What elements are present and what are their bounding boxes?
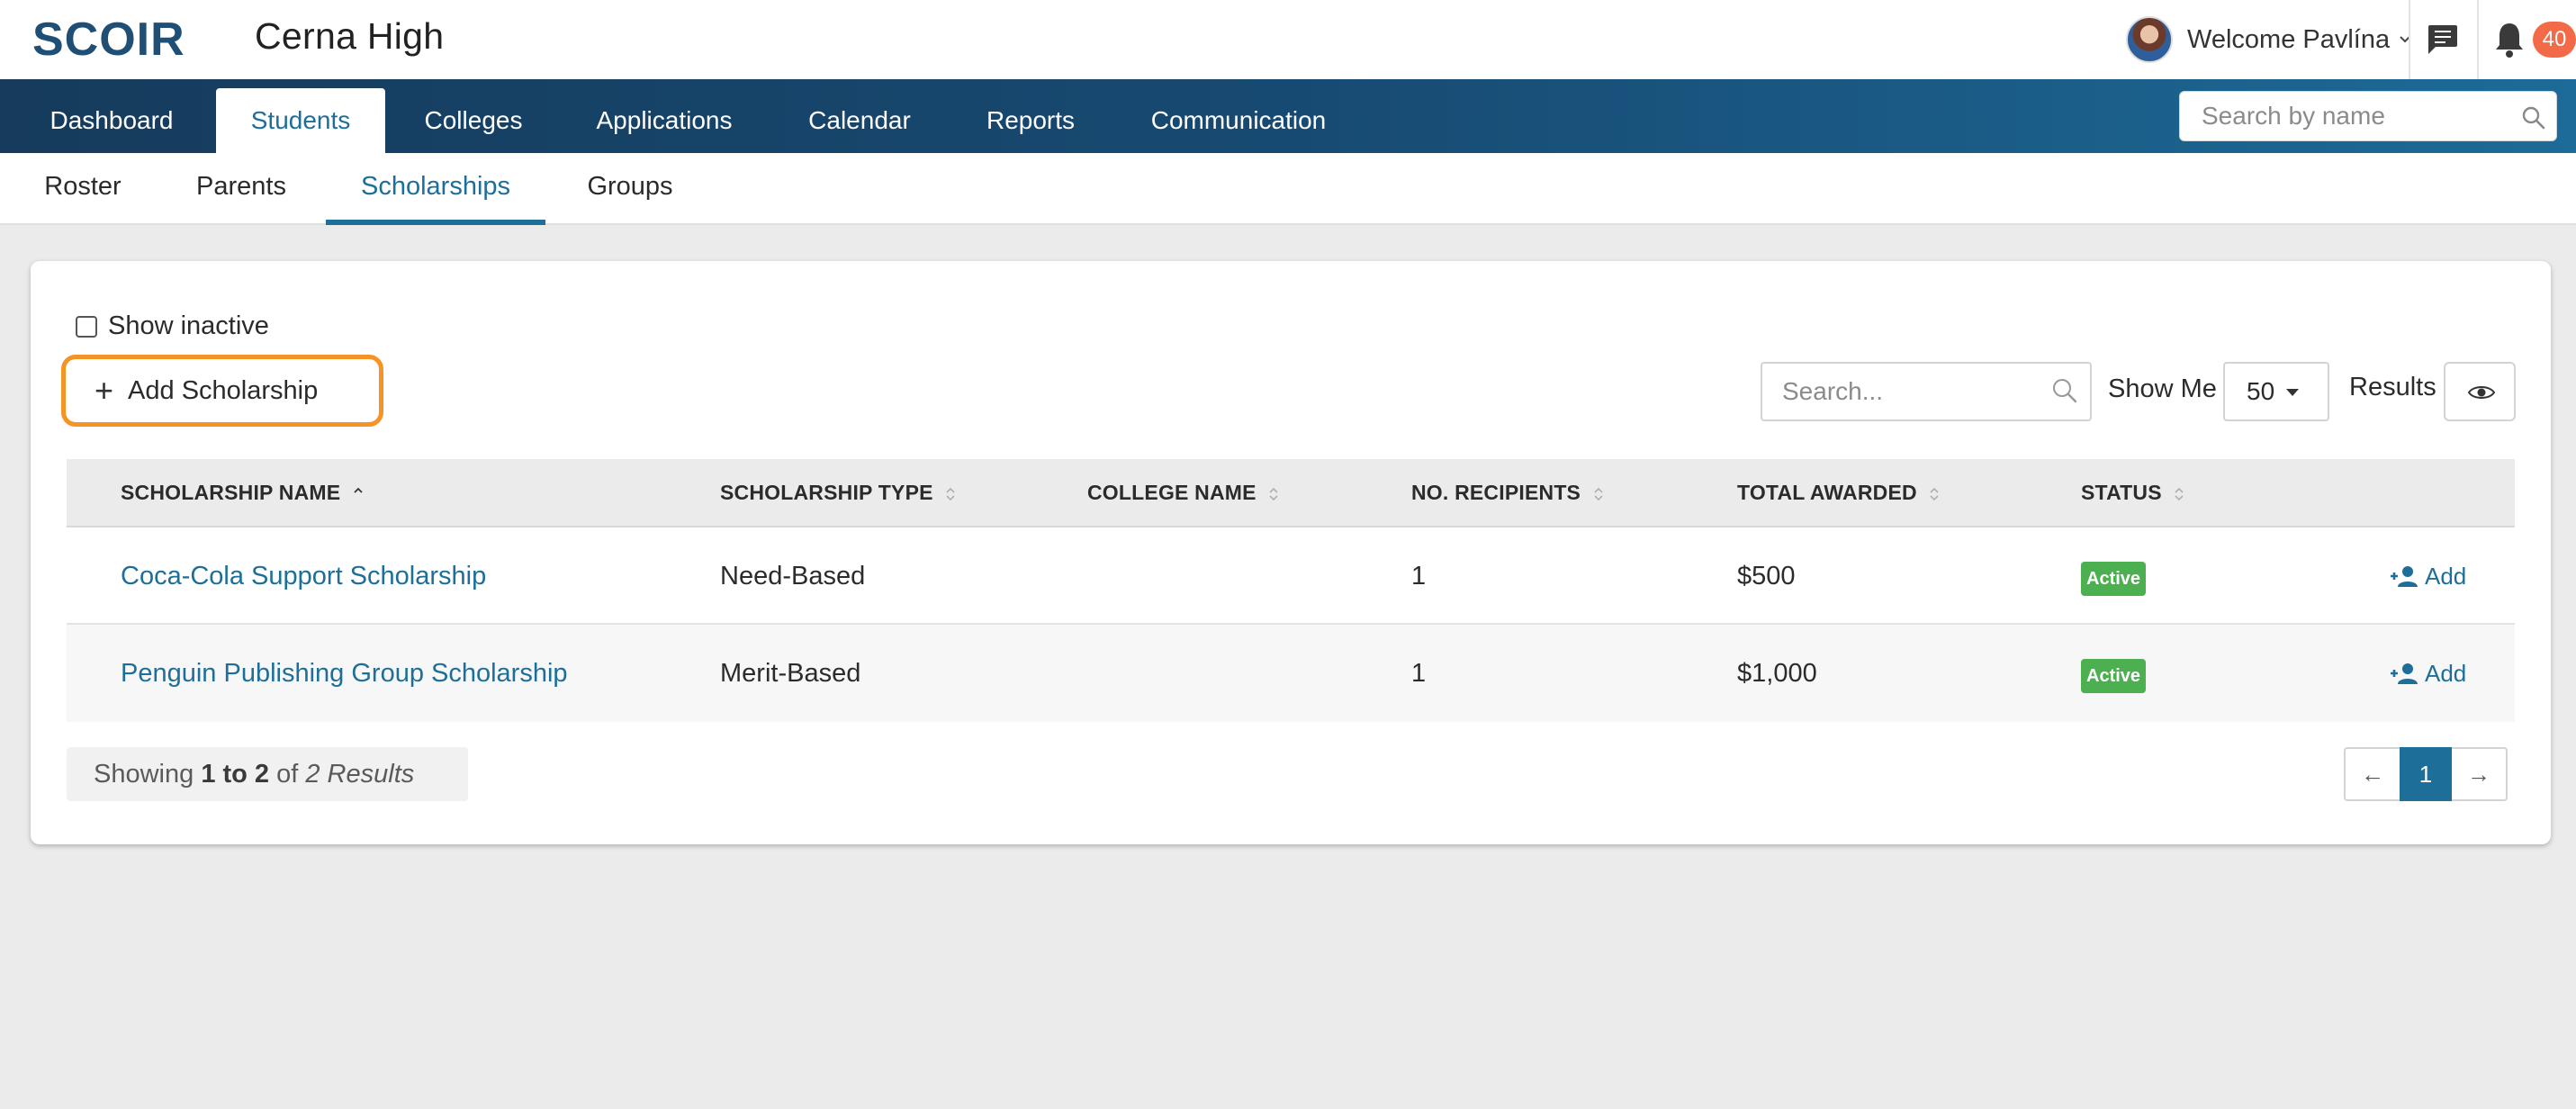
status-badge: Active xyxy=(2081,659,2147,693)
sort-icon xyxy=(1269,487,1278,501)
column-header-scholarship-name[interactable]: SCHOLARSHIP NAME xyxy=(121,459,365,526)
caret-down-icon xyxy=(2286,389,2299,396)
tab-students[interactable]: Students xyxy=(216,88,385,153)
subtab-roster[interactable]: Roster xyxy=(44,172,122,201)
next-page-button[interactable]: → xyxy=(2452,747,2508,801)
messages-button[interactable] xyxy=(2423,22,2463,58)
previous-page-button[interactable]: ← xyxy=(2344,747,2400,801)
welcome-text: Welcome Pavlína xyxy=(2187,24,2391,54)
scholarship-name-link[interactable]: Coca-Cola Support Scholarship xyxy=(121,562,487,591)
recipient-count: 1 xyxy=(1411,562,1427,591)
column-label: SCHOLARSHIP NAME xyxy=(121,481,341,504)
add-recipient-button[interactable]: Add xyxy=(2389,527,2466,625)
tab-applications[interactable]: Applications xyxy=(596,106,733,134)
total-awarded: $1,000 xyxy=(1737,659,1817,688)
subtab-groups[interactable]: Groups xyxy=(587,172,673,201)
column-label: NO. RECIPIENTS xyxy=(1411,481,1581,504)
page-size-value: 50 xyxy=(2247,377,2275,405)
tab-reports[interactable]: Reports xyxy=(986,106,1076,134)
page-button-current[interactable]: 1 xyxy=(2400,747,2452,801)
scholarships-card: Show inactive + Add Scholarship Show Me … xyxy=(31,261,2551,844)
status-badge: Active xyxy=(2081,562,2147,596)
sort-icon xyxy=(1594,487,1603,501)
table-row: Coca-Cola Support Scholarship Need-Based… xyxy=(67,527,2515,625)
subtab-scholarships[interactable]: Scholarships xyxy=(326,153,545,225)
show-inactive-label: Show inactive xyxy=(108,311,269,340)
tab-calendar[interactable]: Calendar xyxy=(808,106,911,134)
name-search-input[interactable] xyxy=(2179,91,2557,141)
column-header-scholarship-type[interactable]: SCHOLARSHIP TYPE xyxy=(720,459,957,526)
column-label: SCHOLARSHIP TYPE xyxy=(720,481,933,504)
add-recipient-button[interactable]: Add xyxy=(2389,625,2466,722)
tab-dashboard[interactable]: Dashboard xyxy=(50,106,174,134)
chevron-down-icon xyxy=(2400,36,2410,43)
scholarship-search-input[interactable] xyxy=(1761,362,2092,421)
column-header-college-name[interactable]: COLLEGE NAME xyxy=(1087,459,1280,526)
add-recipient-label: Add xyxy=(2425,562,2467,590)
main-nav: Dashboard Students Colleges Applications… xyxy=(0,79,2576,153)
school-name: Cerna High xyxy=(255,15,445,57)
scholarship-type: Need-Based xyxy=(720,562,866,591)
show-inactive-checkbox[interactable] xyxy=(76,315,97,338)
results-label: Results xyxy=(2349,373,2436,401)
top-bar: SCOIR Cerna High Welcome Pavlína 40 xyxy=(0,0,2576,79)
sub-nav: Roster Parents Scholarships Groups xyxy=(0,153,2576,225)
plus-icon: + xyxy=(95,372,114,409)
eye-icon xyxy=(2467,386,2496,399)
notification-count-badge: 40 xyxy=(2533,22,2576,58)
showing-total: 2 Results xyxy=(305,760,415,789)
show-me-label: Show Me xyxy=(2108,374,2217,403)
column-label: COLLEGE NAME xyxy=(1087,481,1256,504)
tab-colleges[interactable]: Colleges xyxy=(424,106,523,134)
add-person-icon xyxy=(2391,566,2418,587)
table-row: Penguin Publishing Group Scholarship Mer… xyxy=(67,625,2515,722)
search-icon[interactable] xyxy=(2520,104,2547,131)
subtab-parents[interactable]: Parents xyxy=(196,172,286,201)
avatar xyxy=(2126,16,2173,63)
sort-ascending-icon xyxy=(354,487,363,493)
column-label: STATUS xyxy=(2081,481,2162,504)
chat-icon xyxy=(2428,25,2457,54)
add-scholarship-button[interactable]: + Add Scholarship xyxy=(61,355,383,427)
divider xyxy=(2477,0,2479,79)
showing-range: 1 to 2 xyxy=(201,760,270,789)
show-inactive-toggle[interactable]: Show inactive xyxy=(76,311,269,341)
total-awarded: $500 xyxy=(1737,562,1796,591)
sort-icon xyxy=(2175,487,2184,501)
showing-of: of xyxy=(276,760,299,789)
sort-icon xyxy=(1930,487,1939,501)
add-recipient-label: Add xyxy=(2425,659,2467,687)
svg-text:SCOIR: SCOIR xyxy=(32,14,185,66)
table-header: SCHOLARSHIP NAME SCHOLARSHIP TYPE COLLEG… xyxy=(67,459,2515,527)
divider xyxy=(2409,0,2410,79)
scholarship-type: Merit-Based xyxy=(720,659,861,688)
add-scholarship-label: Add Scholarship xyxy=(128,375,319,405)
bell-icon xyxy=(2496,23,2523,58)
column-header-status[interactable]: STATUS xyxy=(2081,459,2185,526)
scholarship-name-link[interactable]: Penguin Publishing Group Scholarship xyxy=(121,659,568,688)
showing-prefix: Showing xyxy=(94,760,194,789)
sort-icon xyxy=(946,487,955,501)
logo-mark: SCOIR xyxy=(32,14,185,66)
add-person-icon xyxy=(2391,663,2418,684)
notifications-button[interactable] xyxy=(2491,20,2527,59)
tab-communication[interactable]: Communication xyxy=(1150,106,1327,134)
user-menu[interactable]: Welcome Pavlína xyxy=(2126,16,2413,63)
scoir-logo[interactable]: SCOIR xyxy=(32,13,194,67)
column-label: TOTAL AWARDED xyxy=(1737,481,1917,504)
column-header-total-awarded[interactable]: TOTAL AWARDED xyxy=(1737,459,1941,526)
column-header-recipients[interactable]: NO. RECIPIENTS xyxy=(1411,459,1605,526)
column-visibility-button[interactable] xyxy=(2444,362,2516,421)
page-size-select[interactable]: 50 xyxy=(2223,362,2329,421)
pagination: ← 1 → xyxy=(2344,747,2508,801)
recipient-count: 1 xyxy=(1411,659,1427,688)
results-summary: Showing 1 to 2 of 2 Results xyxy=(67,747,468,801)
search-icon[interactable] xyxy=(2050,376,2079,405)
